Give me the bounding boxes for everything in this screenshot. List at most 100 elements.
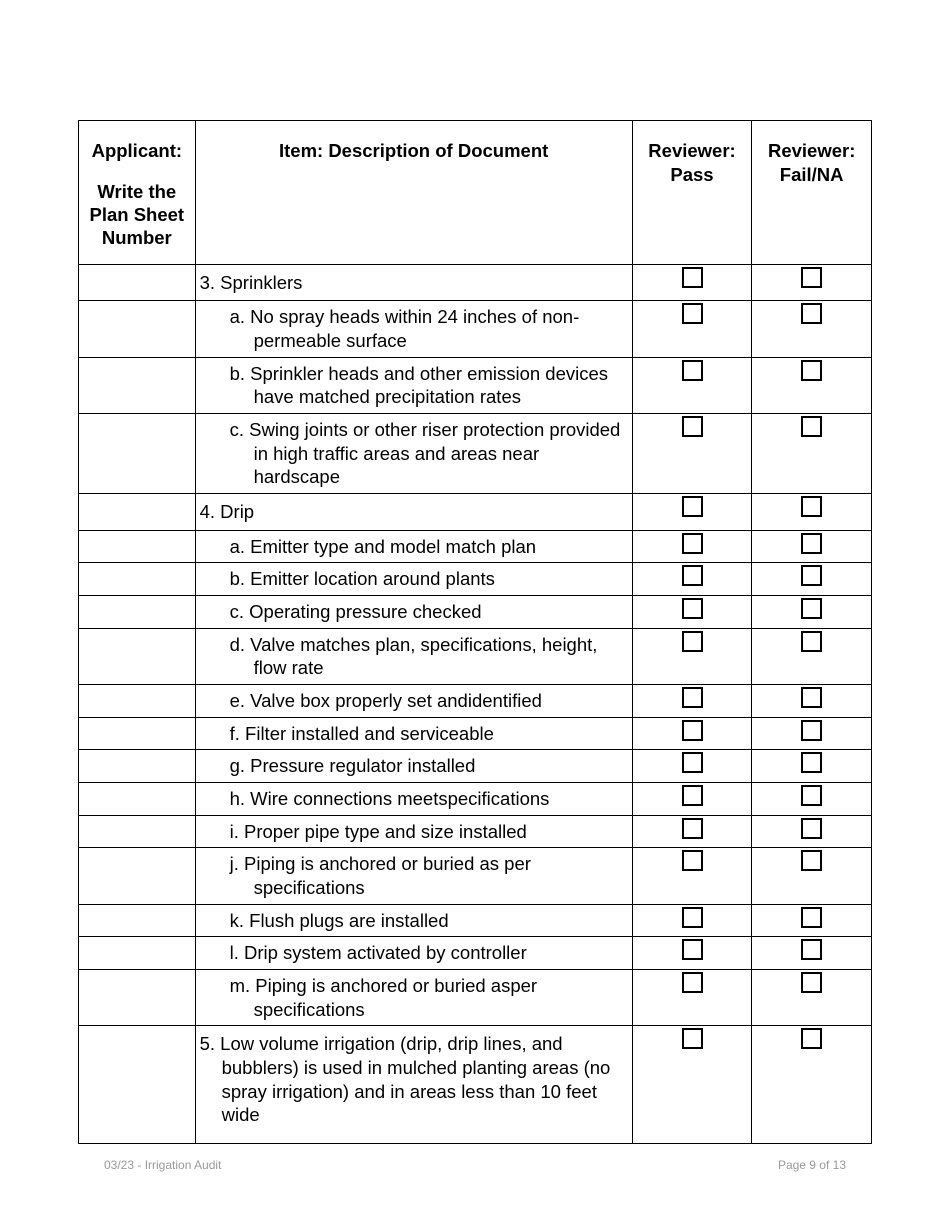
description-cell: d. Valve matches plan, specifications, h…: [195, 628, 632, 684]
failna-checkbox[interactable]: [801, 785, 822, 806]
table-row: 5. Low volume irrigation (drip, drip lin…: [79, 1026, 872, 1144]
failna-checkbox[interactable]: [801, 1028, 822, 1049]
plan-sheet-cell[interactable]: [79, 782, 196, 815]
pass-checkbox[interactable]: [682, 303, 703, 324]
failna-checkbox[interactable]: [801, 907, 822, 928]
description-cell: c. Swing joints or other riser protectio…: [195, 413, 632, 493]
plan-sheet-cell[interactable]: [79, 563, 196, 596]
failna-cell: [752, 530, 872, 563]
description-cell: c. Operating pressure checked: [195, 595, 632, 628]
description-cell: j. Piping is anchored or buried as per s…: [195, 848, 632, 904]
page: Applicant: Write the Plan Sheet Number I…: [0, 0, 950, 1230]
plan-sheet-cell[interactable]: [79, 357, 196, 413]
table-row: e. Valve box properly set andidentified: [79, 684, 872, 717]
pass-checkbox[interactable]: [682, 939, 703, 960]
failna-cell: [752, 937, 872, 970]
plan-sheet-cell[interactable]: [79, 684, 196, 717]
failna-cell: [752, 628, 872, 684]
plan-sheet-cell[interactable]: [79, 301, 196, 357]
pass-checkbox[interactable]: [682, 360, 703, 381]
failna-checkbox[interactable]: [801, 416, 822, 437]
failna-checkbox[interactable]: [801, 267, 822, 288]
pass-checkbox[interactable]: [682, 416, 703, 437]
pass-checkbox[interactable]: [682, 687, 703, 708]
description-cell: k. Flush plugs are installed: [195, 904, 632, 937]
plan-sheet-cell[interactable]: [79, 848, 196, 904]
pass-checkbox[interactable]: [682, 720, 703, 741]
pass-cell: [632, 264, 752, 301]
pass-checkbox[interactable]: [682, 850, 703, 871]
failna-cell: [752, 717, 872, 750]
page-footer: 03/23 - Irrigation Audit Page 9 of 13: [0, 1158, 950, 1172]
failna-checkbox[interactable]: [801, 303, 822, 324]
pass-checkbox[interactable]: [682, 631, 703, 652]
plan-sheet-cell[interactable]: [79, 413, 196, 493]
failna-cell: [752, 413, 872, 493]
plan-sheet-cell[interactable]: [79, 937, 196, 970]
failna-checkbox[interactable]: [801, 496, 822, 517]
failna-checkbox[interactable]: [801, 360, 822, 381]
failna-cell: [752, 1026, 872, 1144]
failna-checkbox[interactable]: [801, 598, 822, 619]
plan-sheet-cell[interactable]: [79, 904, 196, 937]
pass-cell: [632, 782, 752, 815]
pass-cell: [632, 815, 752, 848]
description-cell: a. No spray heads within 24 inches of no…: [195, 301, 632, 357]
table-row: a. Emitter type and model match plan: [79, 530, 872, 563]
pass-cell: [632, 628, 752, 684]
failna-checkbox[interactable]: [801, 818, 822, 839]
applicant-sublabel: Write the Plan Sheet Number: [87, 180, 187, 249]
plan-sheet-cell[interactable]: [79, 717, 196, 750]
plan-sheet-cell[interactable]: [79, 493, 196, 530]
pass-checkbox[interactable]: [682, 598, 703, 619]
failna-checkbox[interactable]: [801, 972, 822, 993]
plan-sheet-cell[interactable]: [79, 750, 196, 783]
description-text: c. Swing joints or other riser protectio…: [198, 418, 628, 489]
plan-sheet-cell[interactable]: [79, 969, 196, 1025]
description-cell: b. Sprinkler heads and other emission de…: [195, 357, 632, 413]
pass-checkbox[interactable]: [682, 496, 703, 517]
failna-cell: [752, 595, 872, 628]
pass-checkbox[interactable]: [682, 533, 703, 554]
failna-checkbox[interactable]: [801, 687, 822, 708]
failna-cell: [752, 301, 872, 357]
pass-checkbox[interactable]: [682, 565, 703, 586]
failna-cell: [752, 264, 872, 301]
table-row: g. Pressure regulator installed: [79, 750, 872, 783]
audit-table: Applicant: Write the Plan Sheet Number I…: [78, 120, 872, 1144]
plan-sheet-cell[interactable]: [79, 1026, 196, 1144]
description-text: c. Operating pressure checked: [198, 600, 628, 624]
pass-cell: [632, 301, 752, 357]
description-text: 3. Sprinklers: [198, 269, 628, 297]
failna-checkbox[interactable]: [801, 533, 822, 554]
pass-checkbox[interactable]: [682, 972, 703, 993]
pass-checkbox[interactable]: [682, 752, 703, 773]
failna-cell: [752, 848, 872, 904]
pass-checkbox[interactable]: [682, 785, 703, 806]
failna-cell: [752, 357, 872, 413]
pass-checkbox[interactable]: [682, 267, 703, 288]
plan-sheet-cell[interactable]: [79, 815, 196, 848]
failna-checkbox[interactable]: [801, 850, 822, 871]
description-text: 4. Drip: [198, 498, 628, 526]
plan-sheet-cell[interactable]: [79, 264, 196, 301]
description-text: f. Filter installed and serviceable: [198, 722, 628, 746]
failna-checkbox[interactable]: [801, 720, 822, 741]
failna-cell: [752, 904, 872, 937]
plan-sheet-cell[interactable]: [79, 628, 196, 684]
failna-checkbox[interactable]: [801, 565, 822, 586]
failna-checkbox[interactable]: [801, 752, 822, 773]
pass-cell: [632, 684, 752, 717]
plan-sheet-cell[interactable]: [79, 595, 196, 628]
plan-sheet-cell[interactable]: [79, 530, 196, 563]
description-text: g. Pressure regulator installed: [198, 754, 628, 778]
failna-checkbox[interactable]: [801, 939, 822, 960]
description-cell: f. Filter installed and serviceable: [195, 717, 632, 750]
failna-checkbox[interactable]: [801, 631, 822, 652]
pass-checkbox[interactable]: [682, 818, 703, 839]
header-reviewer-pass: Reviewer: Pass: [632, 121, 752, 265]
description-text: e. Valve box properly set andidentified: [198, 689, 628, 713]
pass-checkbox[interactable]: [682, 1028, 703, 1049]
description-cell: m. Piping is anchored or buried asper sp…: [195, 969, 632, 1025]
pass-checkbox[interactable]: [682, 907, 703, 928]
